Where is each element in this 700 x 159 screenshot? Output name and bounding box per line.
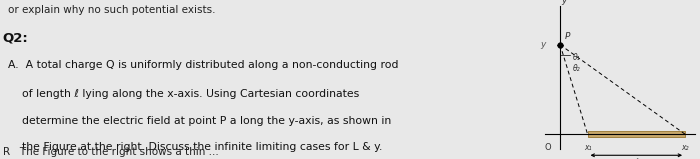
Text: R   The Figure to the right shows a thin ...: R The Figure to the right shows a thin .… [3, 147, 218, 157]
Text: y: y [561, 0, 566, 5]
Text: determine the electric field at point P a long the y-axis, as shown in: determine the electric field at point P … [8, 116, 391, 126]
Text: the Figure at the right. Discuss the infinite limiting cases for L & y.: the Figure at the right. Discuss the inf… [8, 142, 382, 152]
Text: θ₂: θ₂ [573, 64, 581, 73]
Bar [587, 131, 685, 137]
Text: y: y [540, 40, 545, 49]
Text: θ₁: θ₁ [573, 53, 581, 62]
Text: O: O [545, 143, 551, 152]
Text: Q2:: Q2: [3, 32, 29, 45]
Text: A.  A total charge Q is uniformly distributed along a non-conducting rod: A. A total charge Q is uniformly distrib… [8, 60, 398, 70]
Text: ℓ: ℓ [634, 158, 638, 159]
Text: x₂: x₂ [681, 143, 689, 152]
Text: P: P [564, 32, 570, 41]
Text: or explain why no such potential exists.: or explain why no such potential exists. [8, 5, 216, 15]
Text: of length ℓ lying along the x-axis. Using Cartesian coordinates: of length ℓ lying along the x-axis. Usin… [8, 89, 359, 99]
Text: x₁: x₁ [584, 143, 592, 152]
